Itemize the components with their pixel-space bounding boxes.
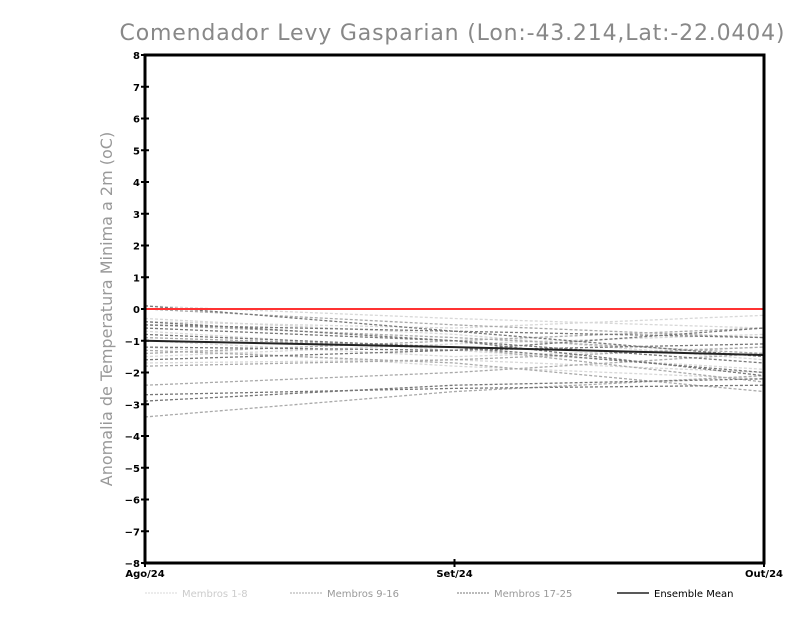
- y-tick-label: 0: [133, 305, 140, 316]
- y-tick-label: 6: [133, 115, 140, 126]
- member-line: [144, 378, 765, 402]
- member-line: [144, 359, 765, 374]
- member-line: [144, 333, 765, 358]
- member-line: [144, 305, 765, 329]
- y-tick-label: −7: [125, 527, 140, 538]
- y-tick-label: −1: [125, 337, 140, 348]
- member-line: [144, 327, 765, 361]
- member-line: [144, 308, 765, 339]
- member-line: [144, 340, 765, 358]
- y-tick-label: 3: [133, 210, 140, 221]
- member-line: [144, 384, 765, 396]
- y-tick-label: 2: [133, 242, 140, 253]
- plot-frame: [143, 53, 766, 565]
- y-tick-label: −2: [125, 369, 140, 380]
- member-line: [144, 305, 765, 358]
- chart-title: Comendador Levy Gasparian (Lon:-43.214,L…: [120, 21, 785, 46]
- y-tick-label: 4: [133, 178, 140, 189]
- y-tick-label: 5: [133, 146, 140, 157]
- y-tick-label: −3: [125, 400, 140, 411]
- y-tick-label: −8: [125, 559, 140, 570]
- x-tick-label: Ago/24: [125, 569, 164, 580]
- member-line: [144, 327, 765, 355]
- member-line: [144, 314, 765, 329]
- y-axis-label: Anomalia de Temperatura Minima a 2m (oC): [97, 132, 116, 486]
- member-line: [144, 330, 765, 370]
- y-tick-label: −6: [125, 496, 140, 507]
- legend-label: Membros 17-25: [494, 589, 572, 600]
- y-tick-label: 1: [133, 273, 140, 284]
- legend-label: Ensemble Mean: [654, 589, 733, 600]
- ensemble-mean-line: [144, 339, 765, 357]
- y-tick-label: 7: [133, 83, 140, 94]
- member-line: [144, 346, 765, 380]
- x-tick-label: Set/24: [436, 569, 472, 580]
- y-tick-label: −5: [125, 464, 140, 475]
- y-tick-label: 8: [133, 51, 140, 62]
- member-line: [144, 327, 765, 377]
- legend-label: Membros 9-16: [327, 589, 399, 600]
- y-tick-label: −4: [125, 432, 140, 443]
- member-line: [144, 352, 765, 386]
- member-line: [144, 349, 765, 393]
- x-tick-label: Out/24: [745, 569, 783, 580]
- member-line: [144, 346, 765, 367]
- member-line: [144, 343, 765, 351]
- legend-label: Membros 1-8: [182, 589, 248, 600]
- member-line: [144, 321, 765, 364]
- member-line: [144, 336, 765, 383]
